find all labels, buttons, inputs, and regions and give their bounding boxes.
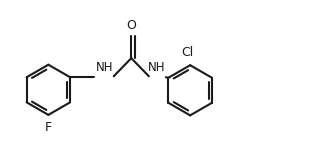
- Text: O: O: [126, 19, 136, 32]
- Text: Cl: Cl: [181, 46, 194, 59]
- Text: F: F: [45, 121, 52, 134]
- Text: NH: NH: [148, 61, 165, 74]
- Text: NH: NH: [96, 61, 113, 74]
